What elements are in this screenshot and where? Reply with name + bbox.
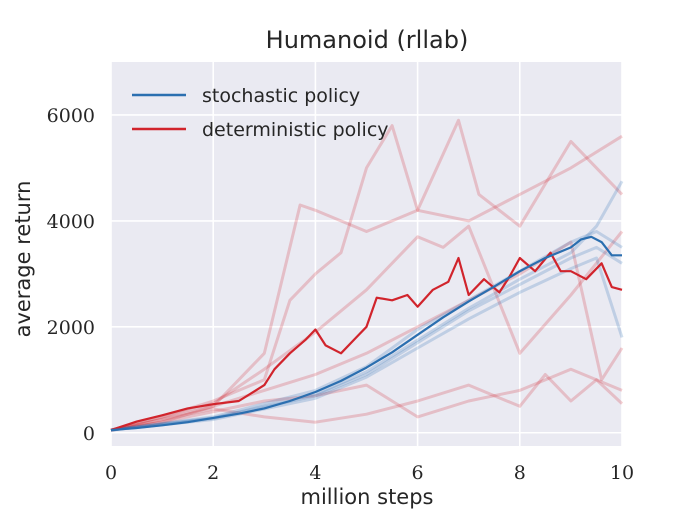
grid-lines bbox=[110, 62, 623, 446]
y-tick-labels: 0 2000 4000 6000 bbox=[47, 105, 95, 445]
legend: stochastic policy deterministic policy bbox=[132, 85, 389, 141]
stochastic-run-line bbox=[110, 245, 623, 432]
mean-lines bbox=[110, 235, 623, 432]
deterministic-run-line bbox=[110, 118, 624, 432]
deterministic-policy-line bbox=[110, 251, 623, 432]
deterministic-run-line bbox=[110, 240, 624, 432]
x-tick-label: 4 bbox=[309, 462, 321, 484]
y-tick-label: 6000 bbox=[47, 105, 95, 127]
chart-title: Humanoid (rllab) bbox=[266, 26, 469, 54]
x-axis-label: million steps bbox=[301, 485, 434, 509]
x-tick-label: 6 bbox=[412, 462, 424, 484]
x-tick-label: 8 bbox=[514, 462, 526, 484]
stochastic-run-line bbox=[110, 230, 623, 432]
legend-label-deterministic: deterministic policy bbox=[202, 119, 389, 141]
deterministic-run-line bbox=[110, 367, 623, 432]
deterministic-run-line bbox=[110, 373, 624, 432]
y-tick-label: 0 bbox=[83, 423, 95, 445]
x-tick-label: 2 bbox=[207, 462, 219, 484]
y-axis-label: average return bbox=[11, 181, 35, 338]
x-tick-label: 0 bbox=[105, 462, 117, 484]
x-tick-label: 10 bbox=[610, 462, 634, 484]
y-tick-label: 4000 bbox=[47, 211, 95, 233]
stochastic-policy-line bbox=[110, 235, 622, 432]
x-tick-labels: 0 2 4 6 8 10 bbox=[105, 462, 634, 484]
legend-label-stochastic: stochastic policy bbox=[202, 85, 360, 107]
deterministic-run-line bbox=[110, 124, 623, 432]
plot-area bbox=[111, 62, 622, 446]
y-tick-label: 2000 bbox=[47, 317, 95, 339]
